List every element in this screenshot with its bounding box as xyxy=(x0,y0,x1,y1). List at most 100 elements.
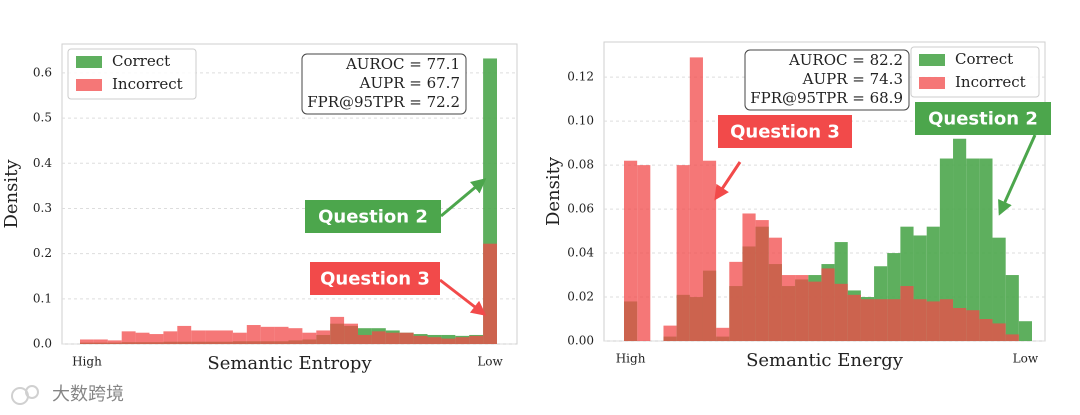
stats-text: FPR@95TPR = 72.2 xyxy=(307,93,460,111)
y-tick-label: 0.4 xyxy=(33,156,52,170)
legend-label: Correct xyxy=(955,50,1013,68)
watermark: 大数跨境 xyxy=(52,384,124,405)
bar xyxy=(246,325,261,344)
y-tick-label: 0.02 xyxy=(567,290,594,304)
y-tick-label: 0.2 xyxy=(33,246,52,260)
callout-box xyxy=(305,200,441,233)
bar xyxy=(469,335,484,344)
bar xyxy=(992,237,1006,341)
callout-box xyxy=(310,262,440,295)
y-tick-label: 0.12 xyxy=(567,70,594,84)
bar xyxy=(455,337,470,344)
callout-box xyxy=(718,115,852,148)
bar xyxy=(260,326,275,344)
bar xyxy=(413,335,428,344)
bar xyxy=(1005,334,1019,341)
bar xyxy=(939,158,954,341)
x-tick-label: Low xyxy=(477,355,503,369)
bar xyxy=(93,339,108,344)
y-tick-label: 0.06 xyxy=(567,202,594,216)
bar xyxy=(821,268,835,341)
legend-label: Incorrect xyxy=(955,73,1026,91)
bar xyxy=(107,340,122,344)
bar xyxy=(483,243,497,344)
bar xyxy=(385,332,400,344)
bar xyxy=(702,160,717,341)
callout-box xyxy=(915,102,1051,135)
stats-text: FPR@95TPR = 68.9 xyxy=(750,89,903,107)
bar xyxy=(992,323,1006,341)
legend-swatch xyxy=(919,77,945,89)
bar xyxy=(979,319,993,341)
legend-swatch xyxy=(919,54,945,66)
subplot: 0.0 0.1 0.2 0.3 0.4 0.5 0.6 High Low Semantic Ent… xyxy=(1,43,518,374)
bar xyxy=(926,301,940,341)
y-tick-label: 0.04 xyxy=(567,246,594,260)
bar xyxy=(637,165,651,341)
bar xyxy=(847,294,861,341)
bar xyxy=(729,261,743,341)
bar xyxy=(274,326,289,344)
y-tick-label: 0.3 xyxy=(33,201,52,215)
bar xyxy=(302,332,317,344)
bar xyxy=(834,283,848,341)
bar xyxy=(316,330,331,344)
x-tick-label: Low xyxy=(1013,352,1039,366)
bar xyxy=(358,334,372,344)
bar xyxy=(781,275,796,341)
bar xyxy=(742,213,756,341)
y-tick-label: 0.08 xyxy=(567,158,594,172)
bar xyxy=(177,325,192,344)
bar xyxy=(427,337,442,344)
bar xyxy=(953,138,967,341)
bar xyxy=(939,299,954,341)
bar xyxy=(163,331,178,344)
stats-text: AUPR = 74.3 xyxy=(802,70,903,88)
callout-label: Question 2 xyxy=(318,207,428,228)
bar xyxy=(808,281,822,341)
bar xyxy=(966,158,980,341)
bar xyxy=(399,332,414,344)
bar xyxy=(191,330,206,344)
bar xyxy=(966,310,980,341)
y-tick-label: 0.00 xyxy=(567,334,594,348)
y-axis-label: Density xyxy=(543,156,564,226)
stats-text: AUROC = 82.2 xyxy=(788,51,903,69)
bar xyxy=(913,299,927,341)
legend-swatch xyxy=(76,79,102,91)
bar xyxy=(676,165,690,341)
bar xyxy=(219,330,233,344)
y-tick-label: 0.0 xyxy=(33,337,52,351)
bar xyxy=(953,308,967,341)
bar xyxy=(1005,275,1019,341)
bar xyxy=(755,220,769,341)
logo-ring xyxy=(25,385,39,399)
callout-arrow xyxy=(440,178,487,218)
bar xyxy=(795,275,809,341)
bar xyxy=(80,339,94,344)
legend-swatch xyxy=(76,56,102,68)
stats-box xyxy=(301,53,467,115)
y-axis-label: Density xyxy=(1,159,22,229)
bar xyxy=(860,299,875,341)
bar xyxy=(887,299,901,341)
callout-label: Question 2 xyxy=(928,109,1038,130)
bar xyxy=(288,328,303,344)
stats-text: AUPR = 67.7 xyxy=(359,74,460,92)
callout-arrow xyxy=(439,278,487,316)
x-axis-label: Semantic Entropy xyxy=(207,353,372,374)
callout-arrow xyxy=(714,161,742,201)
x-axis-label: Semantic Energy xyxy=(746,350,904,371)
bar xyxy=(149,334,164,344)
watermark-logo: 大数跨境 xyxy=(11,384,124,405)
y-tick-label: 0.5 xyxy=(33,111,52,125)
y-tick-label: 0.1 xyxy=(33,291,52,305)
y-tick-label: 0.10 xyxy=(567,114,594,128)
bar xyxy=(205,330,219,344)
bar xyxy=(441,338,456,344)
legend-label: Correct xyxy=(112,52,170,70)
bar xyxy=(624,160,638,341)
callout-label: Question 3 xyxy=(320,269,430,290)
bar xyxy=(121,331,136,344)
